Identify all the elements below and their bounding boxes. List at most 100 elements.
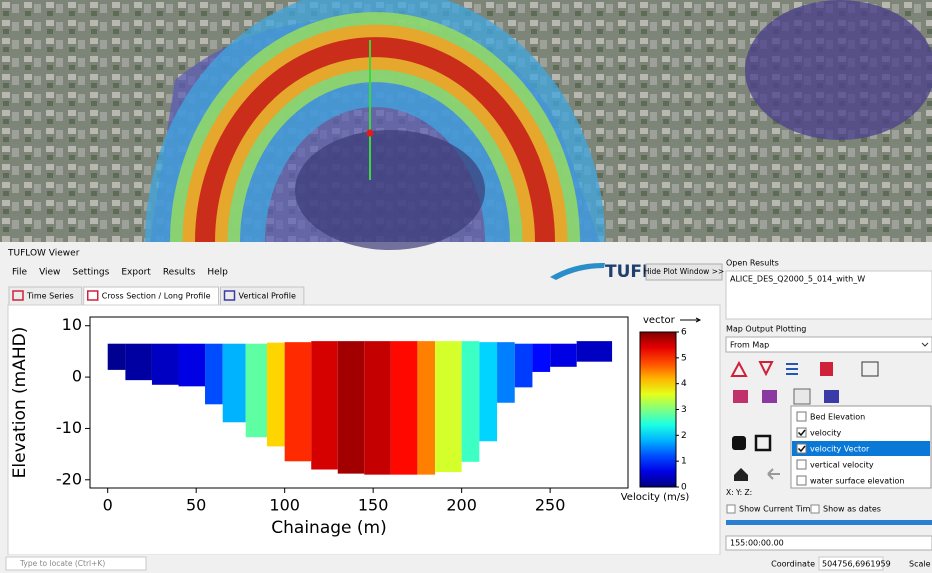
menu-item-label[interactable]: vertical velocity <box>810 461 874 470</box>
menu-checkbox[interactable] <box>796 475 807 486</box>
overlay-region <box>745 0 932 140</box>
cell-column <box>497 342 515 403</box>
menu-item[interactable]: Export <box>121 268 151 278</box>
tab-label[interactable]: Time Series <box>26 292 74 301</box>
menu-item-label[interactable]: water surface elevation <box>810 477 904 486</box>
tool-icon[interactable] <box>786 363 798 375</box>
colorbar <box>639 331 677 488</box>
cell-column <box>479 342 498 442</box>
tool-icon[interactable] <box>824 390 839 403</box>
cell-column <box>311 341 338 470</box>
status-bar <box>0 555 932 573</box>
cell-column <box>284 342 312 462</box>
x-tick-label: 0 <box>103 496 113 515</box>
source-value[interactable]: From Map <box>730 341 769 350</box>
coordinate-box[interactable] <box>818 556 884 571</box>
cell-column <box>107 343 126 370</box>
checkbox-label[interactable]: Show as dates <box>823 505 881 514</box>
checkbox-label[interactable]: Show Current Time <box>739 505 815 514</box>
time-value[interactable]: 155:00:00.00 <box>730 539 784 548</box>
menu-item[interactable]: View <box>39 268 60 278</box>
tool-icon[interactable] <box>733 390 748 403</box>
map-view[interactable] <box>0 0 932 250</box>
search-placeholder[interactable]: Type to locate (Ctrl+K) <box>19 559 105 568</box>
colorbar-tick-label: 3 <box>681 405 687 415</box>
cell-column <box>151 343 179 385</box>
overlay-region <box>295 130 485 250</box>
search-box[interactable] <box>5 556 147 571</box>
menu-item[interactable]: File <box>12 268 28 278</box>
menu-item[interactable]: Settings <box>72 268 109 278</box>
tool-icon[interactable] <box>732 436 746 450</box>
check-mark <box>797 429 806 437</box>
menu-checkbox[interactable] <box>796 459 807 470</box>
colorbar-tick-label: 2 <box>681 431 687 441</box>
x-tick-label: 50 <box>186 496 206 515</box>
menu-highlight <box>792 441 930 456</box>
cell-column <box>532 343 551 372</box>
menu-item[interactable]: Results <box>163 268 196 278</box>
cell-column <box>266 342 285 447</box>
colorbar-title: vector <box>643 315 676 326</box>
tab-label[interactable]: Vertical Profile <box>239 292 296 301</box>
time-slider[interactable] <box>726 520 932 525</box>
colorbar-label: Velocity (m/s) <box>621 492 690 503</box>
result-item[interactable]: ALICE_DES_Q2000_5_014_with_W <box>730 275 865 284</box>
checkbox[interactable] <box>810 504 820 514</box>
tab[interactable]: Vertical Profile <box>220 286 305 306</box>
time-box[interactable] <box>725 535 932 551</box>
cell-column <box>245 343 267 438</box>
cell-column <box>125 343 152 381</box>
results-list <box>725 270 932 320</box>
menu-checkbox[interactable] <box>796 443 807 454</box>
cell-column <box>178 343 206 387</box>
tool-icon[interactable] <box>758 361 774 377</box>
coordinate-value[interactable]: 504756,6961959 <box>822 560 891 569</box>
toolbar <box>730 360 879 481</box>
cell-column <box>364 341 391 475</box>
y-tick-label: -20 <box>56 469 82 488</box>
tool-icon[interactable] <box>793 388 811 405</box>
tab[interactable]: Time Series <box>8 286 83 306</box>
cell-column <box>514 343 533 388</box>
menu-bar: File View Settings Export Results Help <box>12 268 228 278</box>
x-tick-label: 150 <box>358 496 389 515</box>
tool-icon[interactable] <box>861 361 879 377</box>
menu-item-label[interactable]: velocity <box>810 429 842 438</box>
checkbox[interactable] <box>726 504 736 514</box>
menu-checkbox[interactable] <box>796 411 807 422</box>
colorbar-tick-label: 0 <box>681 483 687 493</box>
menu-item-label[interactable]: Bed Elevation <box>810 413 865 422</box>
side-panel: Open Results ALICE_DES_Q2000_5_014_with_… <box>725 259 932 551</box>
map-output-label: Map Output Plotting <box>726 325 806 334</box>
cell-column <box>435 341 462 473</box>
menu-item-label[interactable]: velocity Vector <box>810 445 870 454</box>
colorbar-tick-label: 4 <box>681 379 687 389</box>
source-combo[interactable] <box>725 336 932 353</box>
menu-item[interactable]: Help <box>207 268 228 278</box>
cell-column <box>576 341 613 362</box>
open-results-label: Open Results <box>726 259 779 268</box>
tool-icon[interactable] <box>762 390 777 403</box>
colorbar-tick-label: 6 <box>681 328 687 338</box>
back-icon[interactable] <box>767 468 780 480</box>
scale-label: Scale <box>909 560 931 569</box>
hide-button-label[interactable]: Hide Plot Window >> <box>644 267 725 276</box>
hide-button[interactable] <box>645 263 723 281</box>
tab-label[interactable]: Cross Section / Long Profile <box>102 292 211 301</box>
cell-column <box>417 341 436 475</box>
cell-column <box>461 341 480 462</box>
cell-column <box>550 343 577 367</box>
home-icon[interactable] <box>734 468 748 481</box>
colorbar-tick-label: 1 <box>681 457 687 467</box>
tool-icon[interactable] <box>754 434 772 452</box>
logo-mark <box>550 262 605 280</box>
combo-arrow <box>921 342 929 347</box>
tool-icon[interactable] <box>730 360 748 377</box>
dropdown-items: Bed Elevation velocity velocity Vector vert… <box>792 411 930 486</box>
tab-bar: Time Series Cross Section / Long Profile V… <box>8 286 305 306</box>
cell-column <box>222 343 246 423</box>
menu-checkbox[interactable] <box>796 427 807 438</box>
tab[interactable]: Cross Section / Long Profile <box>83 286 219 306</box>
tool-icon[interactable] <box>820 362 833 376</box>
